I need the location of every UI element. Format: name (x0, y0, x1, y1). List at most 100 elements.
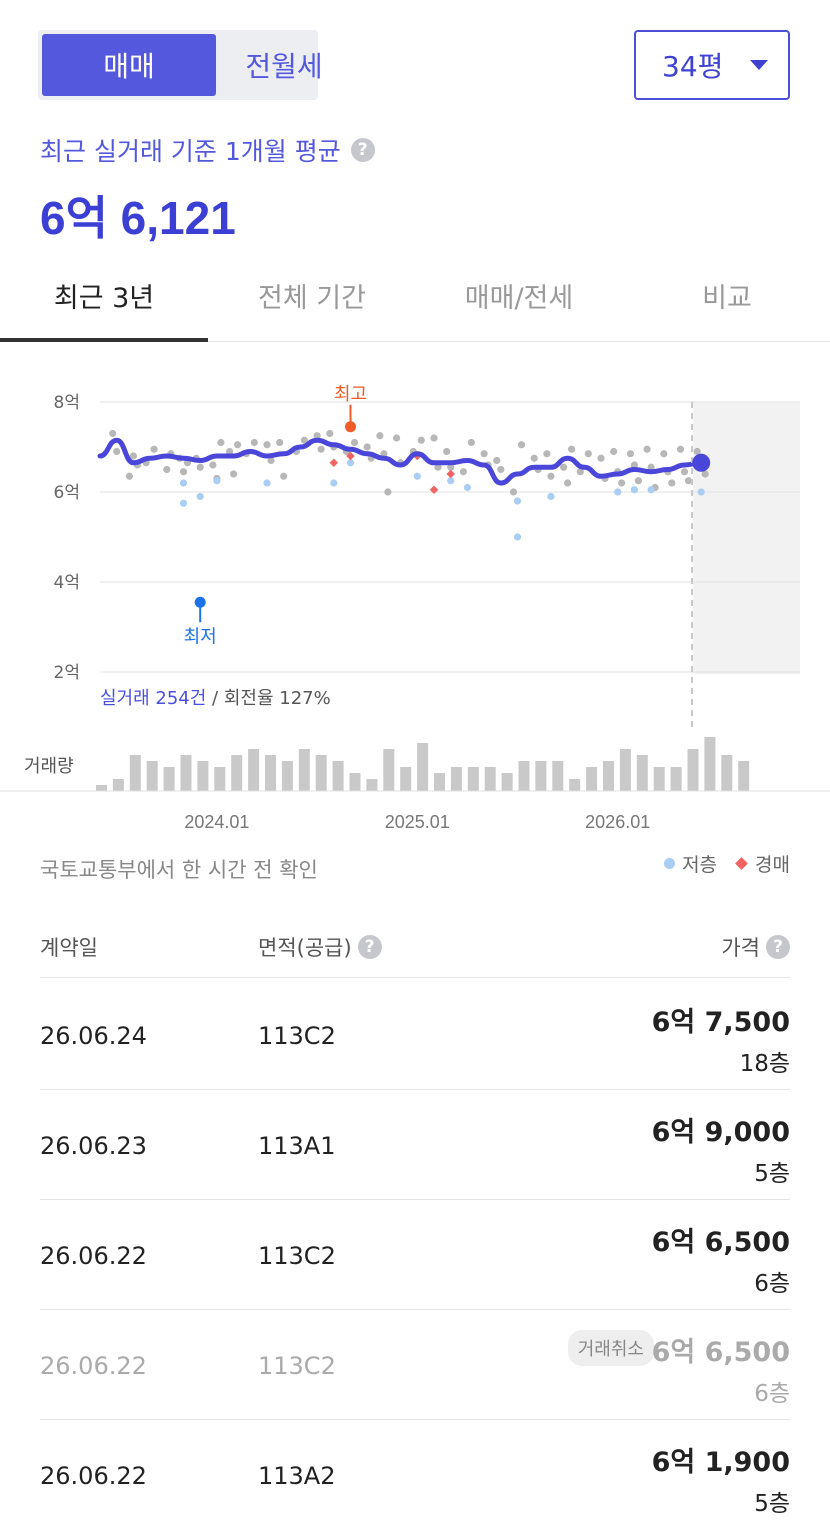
volume-bar (248, 749, 260, 791)
low-floor-point (630, 486, 639, 494)
transaction-point (263, 441, 271, 449)
transaction-point (610, 447, 618, 456)
volume-bar (501, 773, 513, 791)
transaction-point (380, 450, 388, 458)
low-floor-point (330, 479, 338, 487)
size-dropdown-value: 34평 (662, 50, 724, 83)
table-row[interactable]: 26.06.24 113C2 6억 7,500 18층 (40, 980, 790, 1090)
volume-bar (467, 767, 479, 791)
transaction-point (547, 472, 555, 480)
volume-bar (450, 767, 462, 791)
low-floor-legend-icon (664, 858, 676, 869)
transaction-point (584, 450, 592, 458)
table-row[interactable]: 26.06.22 113C2 거래취소 6억 6,500 6층 (40, 1310, 790, 1420)
transaction-count: 실거래 254건 (100, 688, 206, 709)
transaction-point (630, 461, 639, 469)
transaction-point (543, 450, 551, 458)
transaction-point (326, 429, 334, 438)
volume-bar (146, 761, 158, 791)
auction-legend-label: 경매 (755, 854, 790, 876)
transaction-point (530, 454, 538, 462)
tab-recent-3y[interactable]: 최근 3년 (53, 283, 155, 314)
low-floor-point (413, 472, 421, 480)
low-label: 최저 (184, 626, 217, 647)
volume-bar (417, 743, 429, 791)
y-tick-label: 6억 (54, 483, 80, 503)
low-floor-point (179, 499, 188, 507)
table-row[interactable]: 26.06.22 113C2 6억 6,500 6층 (40, 1200, 790, 1310)
average-price: 6억 6,121 (40, 192, 236, 244)
transaction-point (125, 472, 133, 480)
transaction-point (676, 445, 685, 453)
row-area: 113A2 (258, 1462, 336, 1490)
row-date: 26.06.22 (40, 1462, 147, 1490)
tab-sale-jeonse[interactable]: 매매/전세 (464, 283, 574, 314)
row-floor: 5층 (754, 1491, 790, 1517)
chart-footer: 실거래 254건 / 회전율 127% (100, 688, 331, 709)
volume-bar (484, 767, 496, 791)
row-date: 26.06.22 (40, 1242, 147, 1270)
size-dropdown[interactable]: 34평 (634, 30, 790, 100)
transaction-point (113, 447, 121, 456)
volume-bar (315, 755, 327, 791)
transaction-point (701, 470, 709, 478)
sale-tab-button[interactable]: 매매 (42, 34, 216, 96)
volume-bar (636, 755, 648, 791)
y-tick-label: 8억 (54, 393, 80, 413)
volume-bar (738, 761, 750, 791)
table-row[interactable]: 26.06.22 113A2 6억 1,900 5층 (40, 1420, 790, 1530)
caret-down-icon (750, 60, 768, 70)
average-subtitle: 최근 실거래 기준 1개월 평균 ? (40, 132, 375, 168)
volume-bar (552, 761, 564, 791)
average-subtitle-text: 최근 실거래 기준 1개월 평균 (40, 137, 341, 166)
transaction-point (376, 432, 384, 440)
transaction-point (447, 463, 455, 471)
future-region (693, 402, 800, 674)
volume-bar (653, 767, 665, 791)
transaction-point (560, 463, 568, 471)
volume-bar (214, 767, 226, 791)
help-icon[interactable]: ? (766, 935, 790, 959)
y-tick-label: 2억 (54, 663, 80, 683)
row-floor: 5층 (754, 1161, 790, 1187)
table-row[interactable]: 26.06.23 113A1 6억 9,000 5층 (40, 1090, 790, 1200)
transaction-point (626, 450, 635, 458)
transaction-point (209, 461, 217, 469)
transaction-point (230, 470, 238, 478)
auction-point (329, 458, 339, 467)
volume-bar (603, 761, 614, 791)
trade-type-segment: 매매 전월세 (38, 30, 323, 100)
transaction-point (517, 441, 526, 449)
transaction-point (497, 465, 505, 474)
transaction-point (443, 447, 451, 456)
tab-all-period[interactable]: 전체 기간 (258, 283, 366, 314)
rent-tab-button[interactable]: 전월세 (245, 50, 323, 83)
cancelled-badge: 거래취소 (567, 1330, 654, 1366)
current-average-point (692, 453, 711, 472)
help-icon[interactable]: ? (357, 935, 382, 959)
transaction-point (250, 438, 258, 447)
volume-bar (265, 755, 276, 791)
volume-bar (197, 761, 209, 791)
auction-legend-icon (735, 857, 748, 870)
volume-bar (434, 773, 445, 791)
help-icon[interactable]: ? (350, 138, 375, 162)
tab-compare[interactable]: 비교 (702, 283, 752, 314)
auction-point (429, 485, 439, 494)
transaction-point (317, 445, 325, 453)
transaction-point (467, 438, 475, 447)
high-point (345, 421, 356, 433)
transaction-point (384, 488, 392, 496)
transaction-point (417, 436, 425, 444)
transaction-point (163, 465, 171, 474)
row-area: 113C2 (258, 1022, 336, 1050)
row-price: 6억 7,500 (651, 1007, 790, 1038)
low-floor-point (513, 533, 522, 541)
transaction-point (179, 468, 188, 476)
volume-bar (231, 755, 243, 791)
transaction-point (693, 447, 701, 456)
low-floor-legend-label: 저층 (682, 854, 718, 876)
volume-bar (129, 755, 141, 791)
volume-bar (298, 749, 310, 791)
